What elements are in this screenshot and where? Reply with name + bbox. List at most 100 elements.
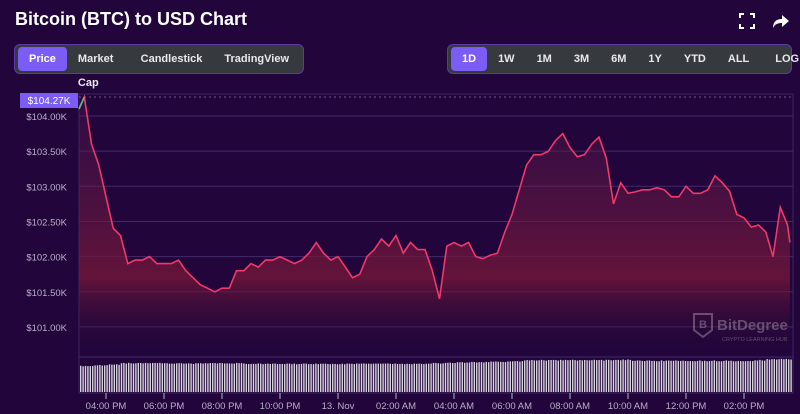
volume-bar bbox=[246, 364, 247, 392]
volume-bar bbox=[282, 364, 283, 392]
volume-bar bbox=[598, 360, 599, 392]
volume-bar bbox=[522, 361, 523, 392]
volume-bar bbox=[558, 361, 559, 392]
volume-bar bbox=[649, 360, 650, 392]
x-tick-label: 06:00 AM bbox=[492, 401, 532, 412]
volume-bar bbox=[442, 363, 443, 392]
volume-bar bbox=[644, 361, 645, 392]
volume-bar bbox=[699, 360, 700, 392]
volume-bar bbox=[646, 361, 647, 392]
y-tick-label: $103.50K bbox=[26, 147, 67, 158]
volume-bar bbox=[339, 364, 340, 392]
volume-bar bbox=[169, 364, 170, 392]
volume-bar bbox=[94, 365, 95, 392]
volume-bar bbox=[764, 361, 765, 392]
volume-bar bbox=[471, 362, 472, 392]
volume-bar bbox=[538, 360, 539, 392]
volume-bar bbox=[238, 363, 239, 392]
volume-bar bbox=[582, 360, 583, 392]
volume-bar bbox=[130, 363, 131, 392]
volume-bar bbox=[390, 364, 391, 392]
volume-bar bbox=[306, 364, 307, 392]
volume-bar bbox=[435, 363, 436, 392]
volume-bar bbox=[265, 364, 266, 392]
volume-bar bbox=[318, 364, 319, 392]
volume-bar bbox=[330, 364, 331, 392]
volume-bar bbox=[258, 363, 259, 392]
volume-bar bbox=[181, 363, 182, 392]
watermark-brand: BitDegree bbox=[717, 317, 788, 334]
volume-bar bbox=[195, 363, 196, 392]
volume-bar bbox=[788, 359, 789, 392]
volume-bar bbox=[754, 360, 755, 392]
volume-bar bbox=[212, 363, 213, 392]
volume-bar bbox=[697, 361, 698, 392]
volume-bar bbox=[536, 360, 537, 392]
volume-bar bbox=[385, 364, 386, 392]
volume-bar bbox=[723, 361, 724, 392]
volume-bar bbox=[579, 360, 580, 392]
volume-bar bbox=[589, 360, 590, 392]
volume-bar bbox=[217, 363, 218, 392]
volume-bar bbox=[529, 360, 530, 392]
watermark-tagline: CRYPTO LEARNING HUB bbox=[722, 337, 788, 343]
volume-bar bbox=[99, 365, 100, 392]
volume-bar bbox=[147, 363, 148, 392]
volume-bar bbox=[210, 363, 211, 392]
volume-bar bbox=[284, 364, 285, 392]
volume-bar bbox=[610, 360, 611, 392]
volume-bar bbox=[366, 364, 367, 392]
volume-bar bbox=[781, 359, 782, 392]
volume-bar bbox=[102, 366, 103, 392]
volume-bar bbox=[140, 363, 141, 392]
volume-bar bbox=[351, 364, 352, 392]
volume-bar bbox=[186, 363, 187, 392]
volume-bar bbox=[152, 363, 153, 392]
volume-bar bbox=[322, 364, 323, 392]
volume-bar bbox=[476, 362, 477, 392]
volume-bar bbox=[766, 359, 767, 392]
y-tick-label: $101.00K bbox=[26, 323, 67, 334]
volume-bar bbox=[126, 364, 127, 392]
x-tick-label: 10:00 AM bbox=[608, 401, 648, 412]
volume-bar bbox=[678, 361, 679, 392]
volume-bar bbox=[620, 360, 621, 392]
volume-bar bbox=[452, 363, 453, 392]
volume-bar bbox=[272, 364, 273, 392]
volume-bar bbox=[222, 363, 223, 392]
volume-bar bbox=[392, 364, 393, 392]
x-tick-label: 04:00 AM bbox=[434, 401, 474, 412]
volume-bar bbox=[757, 361, 758, 392]
volume-bar bbox=[243, 363, 244, 392]
volume-bar bbox=[162, 363, 163, 392]
volume-bar bbox=[205, 363, 206, 392]
volume-bar bbox=[85, 366, 86, 392]
volume-bar bbox=[375, 364, 376, 392]
volume-bar bbox=[687, 361, 688, 392]
volume-bar bbox=[406, 364, 407, 392]
volume-bar bbox=[430, 364, 431, 392]
volume-bar bbox=[747, 361, 748, 392]
volume-bar bbox=[486, 362, 487, 392]
volume-bar bbox=[229, 364, 230, 392]
volume-bar bbox=[231, 364, 232, 392]
volume-bar bbox=[370, 364, 371, 392]
volume-bar bbox=[248, 364, 249, 392]
volume-bar bbox=[634, 361, 635, 392]
volume-bar bbox=[356, 364, 357, 392]
volume-bar bbox=[262, 364, 263, 392]
volume-bar bbox=[308, 364, 309, 392]
volume-bar bbox=[663, 361, 664, 392]
volume-bar bbox=[174, 364, 175, 392]
volume-bar bbox=[178, 363, 179, 392]
volume-bar bbox=[750, 361, 751, 392]
volume-bar bbox=[565, 360, 566, 392]
volume-bar bbox=[668, 360, 669, 392]
volume-bar bbox=[267, 364, 268, 392]
volume-bar bbox=[706, 361, 707, 392]
volume-bar bbox=[721, 361, 722, 392]
volume-bar bbox=[718, 361, 719, 392]
volume-bar bbox=[517, 361, 518, 392]
volume-bar bbox=[190, 364, 191, 392]
